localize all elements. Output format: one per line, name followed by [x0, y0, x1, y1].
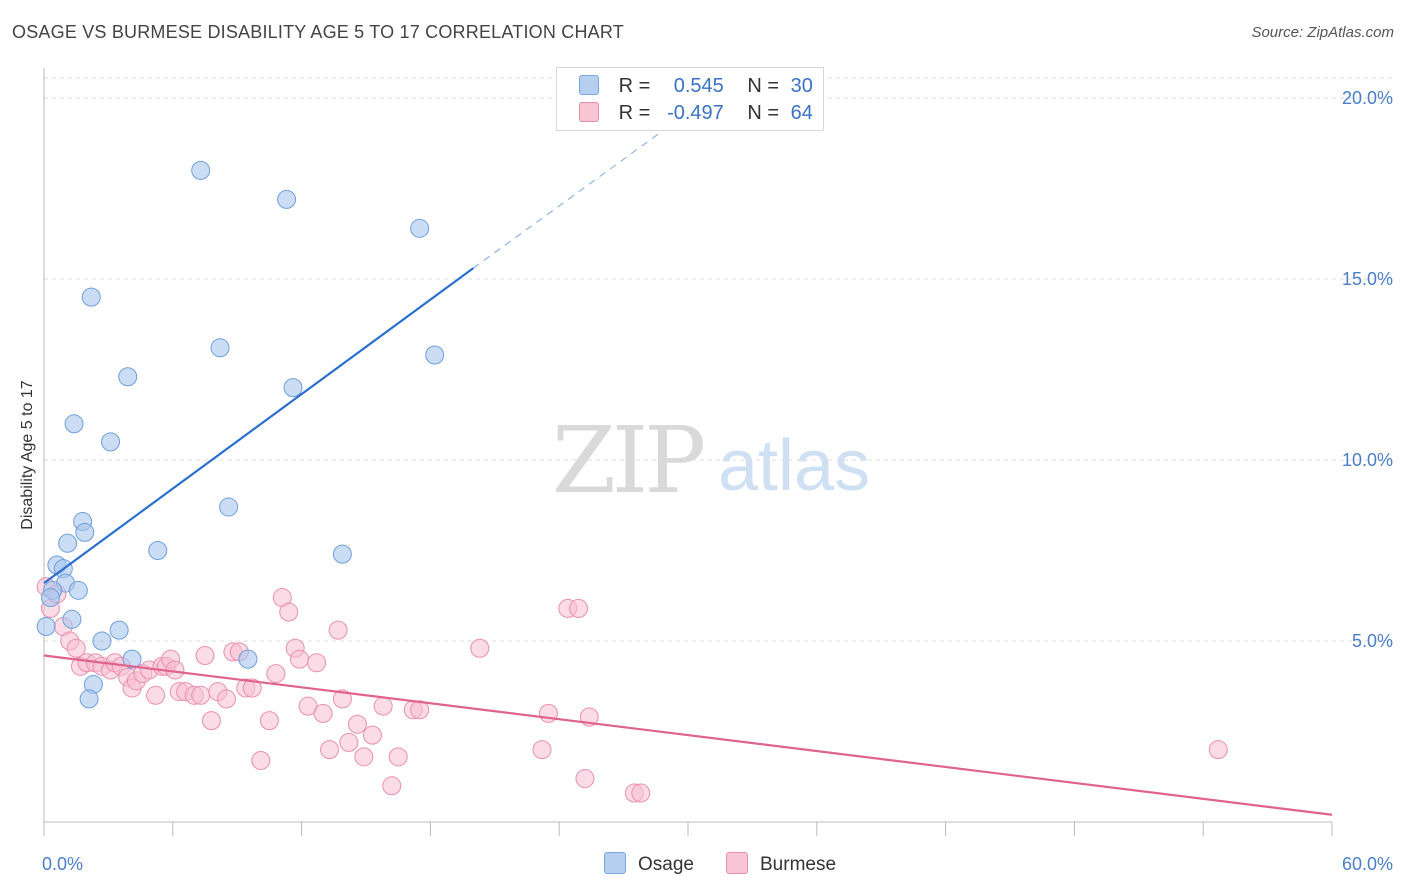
- correlation-legend: R = 0.545 N = 30 R = -0.497 N = 64: [556, 67, 824, 131]
- burmese-point: [201, 711, 221, 731]
- osage-point: [101, 432, 121, 452]
- burmese-point: [388, 747, 408, 767]
- axes: [43, 68, 1333, 836]
- burmese-point: [266, 664, 286, 684]
- burmese-point: [251, 750, 271, 770]
- osage-point: [277, 189, 297, 209]
- watermark-atlas: atlas: [718, 426, 870, 506]
- osage-point: [332, 544, 352, 564]
- y-tick-label: 5.0%: [1352, 631, 1393, 651]
- burmese-swatch: [579, 102, 599, 122]
- burmese-point: [575, 769, 595, 789]
- y-tick-label: 20.0%: [1342, 88, 1393, 108]
- burmese-point: [332, 689, 352, 709]
- burmese-points: [36, 577, 1228, 803]
- osage-point: [425, 345, 445, 365]
- burmese-point: [216, 689, 236, 709]
- burmese-point: [532, 740, 552, 760]
- legend-row-burmese: R = -0.497 N = 64: [579, 102, 813, 126]
- osage-swatch: [579, 75, 599, 95]
- r-label: R =: [618, 102, 651, 124]
- burmese-point: [410, 700, 430, 720]
- n-label: N =: [747, 75, 780, 97]
- legend-row-osage: R = 0.545 N = 30: [579, 75, 813, 99]
- osage-point: [92, 631, 112, 651]
- r-label: R =: [618, 75, 651, 97]
- burmese-point: [242, 678, 262, 698]
- burmese-legend-label: Burmese: [760, 854, 837, 875]
- n-label: N =: [747, 102, 780, 124]
- source-credit: Source: ZipAtlas.com: [1251, 24, 1394, 41]
- osage-points: [36, 160, 445, 709]
- burmese-point: [307, 653, 327, 673]
- osage-point: [283, 378, 303, 398]
- r-value: 0.545: [673, 75, 724, 97]
- burmese-point: [320, 740, 340, 760]
- burmese-point: [146, 685, 166, 705]
- burmese-point: [289, 649, 309, 669]
- y-tick-labels: 5.0% 10.0% 15.0% 20.0%: [1342, 88, 1393, 651]
- osage-legend-swatch: [604, 852, 626, 874]
- burmese-point: [382, 776, 402, 796]
- series-legend: Osage Burmese: [0, 852, 1406, 876]
- r-value: -0.497: [667, 102, 724, 124]
- osage-legend-label: Osage: [638, 854, 694, 875]
- osage-point: [79, 689, 99, 709]
- osage-point: [58, 533, 78, 553]
- legend-item-burmese: Burmese: [726, 852, 836, 876]
- burmese-point: [328, 620, 348, 640]
- osage-point: [68, 580, 88, 600]
- burmese-point: [195, 645, 215, 665]
- burmese-point: [279, 602, 299, 622]
- watermark: ZIP atlas: [552, 407, 870, 514]
- osage-point: [118, 367, 138, 387]
- y-tick-label: 15.0%: [1342, 269, 1393, 289]
- burmese-point: [313, 703, 333, 723]
- burmese-point: [1208, 740, 1228, 760]
- osage-point: [410, 218, 430, 238]
- x-tick-label-max: 60.0%: [1342, 854, 1393, 874]
- x-tick-label-min: 0.0%: [42, 854, 83, 874]
- osage-point: [191, 160, 211, 180]
- burmese-point: [347, 714, 367, 734]
- chart-title: OSAGE VS BURMESE DISABILITY AGE 5 TO 17 …: [12, 22, 624, 42]
- burmese-trend-line: [43, 654, 1333, 816]
- burmese-point: [373, 696, 393, 716]
- osage-point: [62, 609, 82, 629]
- osage-point: [75, 522, 95, 542]
- n-value: 30: [790, 75, 813, 97]
- osage-point: [40, 588, 60, 608]
- osage-point: [122, 649, 142, 669]
- burmese-point: [354, 747, 374, 767]
- burmese-point: [470, 638, 490, 658]
- trend-lines: [43, 111, 1333, 816]
- osage-trend-line: [43, 267, 474, 584]
- burmese-point: [339, 732, 359, 752]
- legend-item-osage: Osage: [604, 852, 694, 876]
- osage-point: [219, 497, 239, 517]
- x-tick-labels: 0.0% 60.0%: [42, 854, 1393, 874]
- burmese-point: [259, 711, 279, 731]
- osage-point: [36, 617, 56, 637]
- burmese-point: [191, 685, 211, 705]
- n-value: 64: [790, 102, 813, 124]
- burmese-point: [362, 725, 382, 745]
- y-tick-label: 10.0%: [1342, 450, 1393, 470]
- osage-point: [64, 414, 84, 434]
- osage-point: [81, 287, 101, 307]
- osage-trend-extension: [472, 111, 689, 269]
- burmese-point: [631, 783, 651, 803]
- grid-lines: [44, 77, 1394, 642]
- osage-point: [210, 338, 230, 358]
- osage-point: [238, 649, 258, 669]
- burmese-point: [569, 598, 589, 618]
- burmese-legend-swatch: [726, 852, 748, 874]
- osage-point: [109, 620, 129, 640]
- osage-point: [148, 541, 168, 560]
- burmese-point: [66, 638, 86, 658]
